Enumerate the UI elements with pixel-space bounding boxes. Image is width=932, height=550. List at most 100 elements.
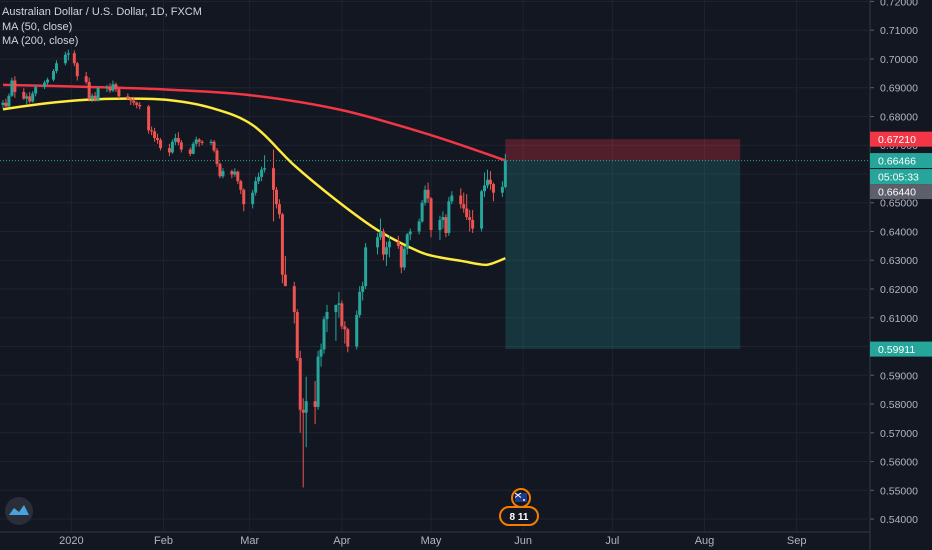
event-markers[interactable]: 8 11 (499, 488, 539, 526)
candle (159, 138, 163, 151)
y-tick-label: 0.59000 (880, 370, 918, 382)
price-label: 0.66440 (870, 184, 932, 200)
candle (292, 281, 296, 324)
candle (283, 255, 287, 287)
y-tick-label: 0.69000 (880, 83, 918, 95)
candle (334, 304, 338, 341)
chart-legend: Australian Dollar / U.S. Dollar, 1D, FXC… (2, 6, 202, 47)
candle (10, 77, 14, 97)
y-tick-label: 0.55000 (880, 485, 918, 497)
candle-body (251, 192, 255, 205)
candle (381, 228, 385, 261)
economic-events-badge[interactable]: 8 11 (499, 506, 539, 526)
chart-title: Australian Dollar / U.S. Dollar, 1D, FXC… (2, 6, 202, 18)
y-tick-label: 0.63000 (880, 255, 918, 267)
candle (22, 88, 26, 100)
candle-body (46, 79, 50, 83)
candle-body (459, 195, 463, 205)
candle-body (468, 217, 472, 220)
candle (197, 138, 201, 147)
candle-body (417, 221, 421, 232)
candle (304, 376, 308, 448)
candle-body (358, 291, 362, 315)
candle (316, 350, 320, 410)
candle (150, 126, 154, 136)
price-label-box (870, 169, 932, 185)
price-label-box (870, 131, 932, 147)
candle (346, 327, 350, 353)
price-label: 0.66466 (870, 153, 932, 169)
candle (355, 310, 359, 350)
price-label-text: 0.59911 (878, 344, 915, 356)
candle-body (153, 131, 157, 139)
candle (337, 291, 341, 318)
candle-body (242, 189, 246, 205)
candle (274, 186, 278, 209)
candle (459, 188, 463, 209)
price-label-box (870, 184, 932, 200)
candle (117, 88, 121, 99)
price-label-text: 0.66440 (878, 187, 916, 199)
candle (271, 149, 275, 222)
candle (132, 96, 136, 106)
candle (191, 141, 195, 155)
candle (173, 133, 177, 146)
price-label: 05:05:33 (870, 169, 932, 185)
candle-body (25, 96, 29, 99)
candle (444, 214, 448, 238)
y-tick-label: 0.57000 (880, 428, 918, 440)
candle (87, 77, 91, 102)
candle (233, 168, 237, 177)
candle-body (325, 312, 329, 320)
candle (295, 309, 299, 361)
candle (111, 80, 115, 93)
svg-text:8 11: 8 11 (510, 512, 529, 523)
candle-body (420, 202, 424, 222)
candle-body (93, 95, 97, 100)
candle (313, 381, 317, 425)
candle-body (215, 150, 219, 164)
x-tick-label: Jul (605, 535, 619, 547)
candle (263, 155, 267, 173)
candle-body (384, 247, 388, 255)
candle-body (429, 198, 433, 231)
candle-body (43, 82, 47, 88)
candle (488, 171, 492, 190)
candle-body (66, 53, 70, 55)
price-label-box (870, 153, 932, 169)
candle (209, 139, 213, 146)
candle-body (200, 141, 204, 143)
position-zones[interactable] (0, 139, 870, 350)
candle-body (63, 54, 67, 64)
candle-body (96, 88, 100, 100)
candle-body (28, 96, 32, 102)
stop-loss-zone[interactable] (505, 139, 741, 161)
x-tick-label: Mar (240, 535, 259, 547)
candle-body (179, 142, 183, 150)
indicator-ma50[interactable]: MA (50, close) (2, 21, 72, 33)
tradingview-logo-icon[interactable] (5, 497, 33, 525)
price-label-text: 0.67210 (878, 134, 916, 146)
candle-body (465, 208, 469, 218)
y-tick-label: 0.70000 (880, 54, 918, 66)
candle (1, 100, 5, 109)
candle-body (236, 171, 240, 182)
candle-body (239, 181, 243, 190)
candle-body (156, 138, 160, 141)
flag-au-icon[interactable] (511, 488, 531, 508)
candle (25, 93, 29, 105)
candle (420, 199, 424, 223)
candle (260, 166, 264, 182)
candle (429, 196, 433, 238)
candle-body (233, 171, 237, 175)
indicator-ma200[interactable]: MA (200, close) (2, 35, 78, 47)
candle (54, 60, 58, 74)
candle-body (254, 181, 258, 193)
candle-body (54, 63, 58, 72)
take-profit-zone[interactable] (505, 160, 741, 350)
y-tick-label: 0.58000 (880, 399, 918, 411)
candle (343, 321, 347, 344)
